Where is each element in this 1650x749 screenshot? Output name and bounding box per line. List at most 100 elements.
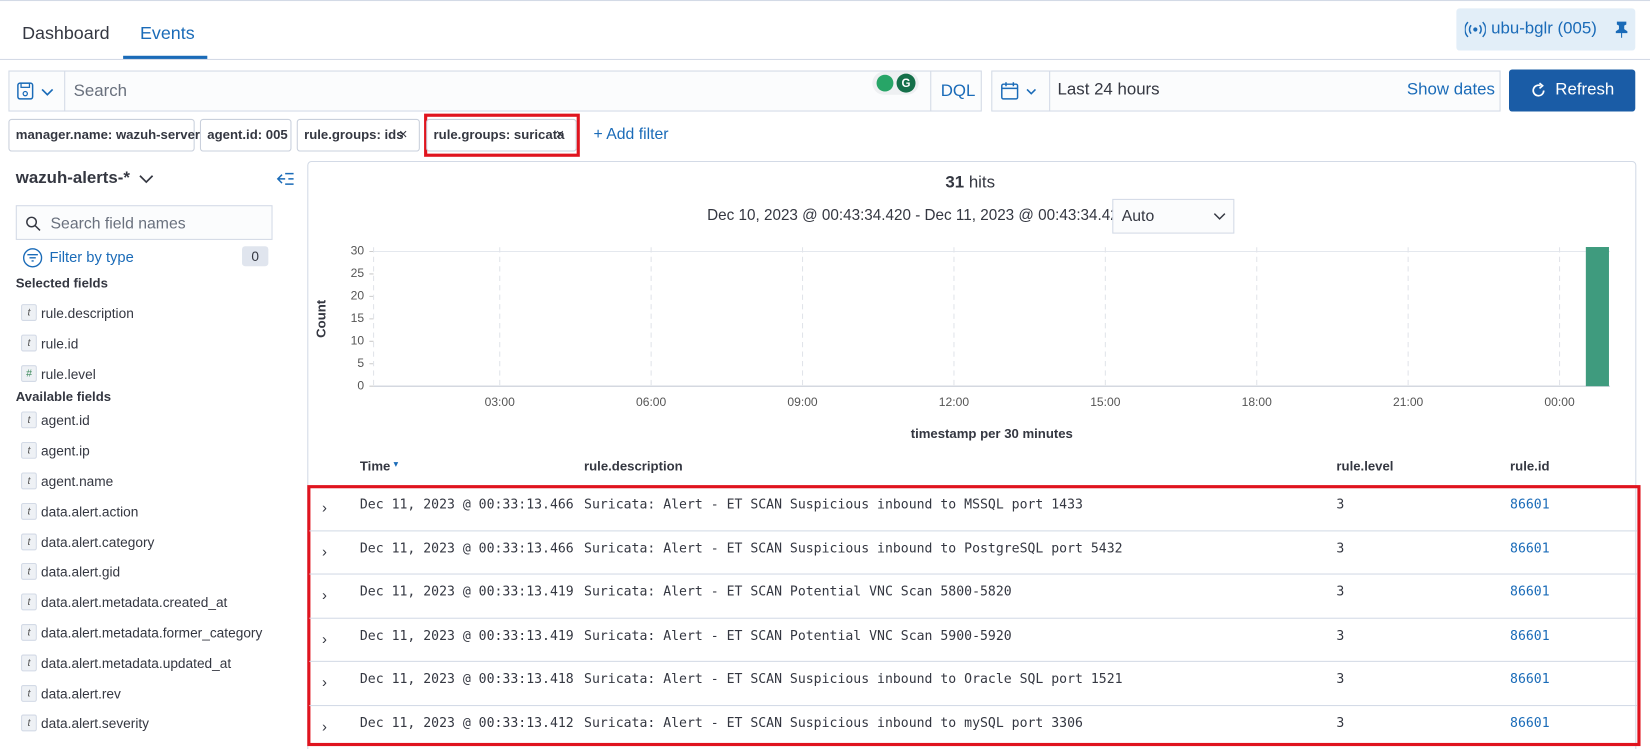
extension-icons[interactable]: G <box>871 71 919 96</box>
divider <box>0 58 1650 60</box>
x-tick-label: 00:00 <box>1544 395 1575 409</box>
index-pattern[interactable]: wazuh-alerts-* <box>15 169 130 188</box>
cell: Suricata: Alert - ET SCAN Suspicious inb… <box>584 495 1083 512</box>
x-tick-label: 06:00 <box>636 395 667 409</box>
agent-icon <box>1464 21 1486 38</box>
row-divider <box>309 661 1638 663</box>
field-name[interactable]: data.alert.metadata.created_at <box>41 594 228 611</box>
row-divider <box>309 529 1638 531</box>
search-input[interactable]: Search <box>73 82 128 100</box>
field-name[interactable]: agent.id <box>41 412 90 429</box>
cell: Dec 11, 2023 @ 00:33:13.466 <box>359 539 574 556</box>
rule-id-link[interactable]: 86601 <box>1510 539 1550 556</box>
filter-by-type[interactable]: Filter by type <box>49 248 134 266</box>
histogram: 0 5 10 15 20 25 30 03:00 06:00 09:00 12:00 15:00 18:… <box>313 244 1611 441</box>
field-name[interactable]: data.alert.action <box>41 503 139 520</box>
rule-id-link[interactable]: 86601 <box>1510 495 1550 512</box>
tab[interactable]: Dashboard <box>22 23 110 44</box>
saved-query-button[interactable] <box>17 82 57 101</box>
query-bar <box>8 70 982 112</box>
sort-arrow[interactable]: ▾ <box>393 458 399 470</box>
rule-id-link[interactable]: 86601 <box>1510 626 1550 643</box>
x-tick-label: 09:00 <box>787 395 818 409</box>
divider <box>930 70 932 112</box>
cell: Dec 11, 2023 @ 00:33:13.418 <box>359 670 574 687</box>
field-search-placeholder: Search field names <box>50 214 186 233</box>
show-dates[interactable]: Show dates <box>1406 81 1495 99</box>
query-language[interactable]: DQL <box>940 82 976 100</box>
x-axis-label: timestamp per 30 minutes <box>911 426 1073 441</box>
expand-row[interactable]: › <box>322 542 327 560</box>
x-tick-label: 03:00 <box>485 395 516 409</box>
rule-id-link[interactable]: 86601 <box>1510 583 1550 599</box>
tab-active[interactable]: Events <box>139 23 195 44</box>
cell: 3 <box>1336 539 1345 556</box>
cell: Dec 11, 2023 @ 00:33:13.412 <box>359 714 574 731</box>
filter-pill[interactable] <box>8 118 195 152</box>
cell: 3 <box>1336 583 1345 599</box>
collapse-sidebar[interactable] <box>276 170 295 187</box>
filter-label: manager.name: wazuh-server <box>15 127 201 143</box>
filter-pill[interactable] <box>426 118 577 152</box>
cell: Dec 11, 2023 @ 00:33:13.419 <box>359 583 574 599</box>
field-type-icon: t <box>21 334 37 352</box>
expand-row[interactable]: › <box>322 586 327 604</box>
agent-pill[interactable]: ubu-bglr (005) <box>1456 8 1636 51</box>
expand-row[interactable]: › <box>322 498 327 516</box>
x-tick-label: 15:00 <box>1090 395 1121 409</box>
field-name[interactable]: data.alert.category <box>41 534 155 550</box>
filter-label: agent.id: 005 <box>207 127 288 143</box>
filter-remove[interactable]: × <box>555 125 565 143</box>
highlight-box <box>424 113 580 157</box>
field-name[interactable]: rule.level <box>41 365 96 382</box>
y-axis-label: Count <box>313 299 328 338</box>
histogram-bar <box>1585 247 1609 387</box>
field-name[interactable]: data.alert.severity <box>41 715 150 732</box>
field-name[interactable]: agent.name <box>41 473 114 490</box>
quick-menu-button[interactable] <box>1001 82 1043 101</box>
rule-id-link[interactable]: 86601 <box>1510 714 1550 731</box>
y-tick-label: 0 <box>357 378 364 392</box>
interval-select[interactable]: Auto <box>1112 198 1235 234</box>
expand-row[interactable]: › <box>322 673 327 691</box>
column-header: rule.id <box>1510 458 1550 474</box>
time-range[interactable]: Last 24 hours <box>1057 81 1160 99</box>
cell: 3 <box>1336 714 1345 731</box>
refresh-button[interactable]: Refresh <box>1508 69 1636 112</box>
field-name[interactable]: agent.ip <box>41 443 90 460</box>
row-divider <box>309 573 1638 575</box>
filter-pill[interactable] <box>199 118 292 152</box>
field-name[interactable]: data.alert.rev <box>41 685 121 702</box>
cell: Suricata: Alert - ET SCAN Potential VNC … <box>584 626 1012 643</box>
expand-row[interactable]: › <box>322 717 327 735</box>
field-search[interactable]: Search field names <box>15 205 273 240</box>
cell: 3 <box>1336 670 1345 687</box>
filter-label: rule.groups: suricata <box>433 127 565 143</box>
filter-pill[interactable] <box>296 118 420 152</box>
field-name[interactable]: rule.description <box>41 305 134 321</box>
divider <box>64 70 66 112</box>
field-name[interactable]: data.alert.metadata.former_category <box>41 625 263 641</box>
refresh-icon <box>1532 82 1545 97</box>
column-header[interactable]: Time <box>359 458 391 474</box>
rule-id-link[interactable]: 86601 <box>1510 670 1550 687</box>
svg-text:G: G <box>902 78 911 90</box>
hit-label: hits <box>968 173 996 192</box>
interval: Auto <box>1121 207 1155 226</box>
index-dropdown[interactable] <box>138 173 155 186</box>
field-type-icon: t <box>21 654 37 672</box>
y-tick-label: 15 <box>351 311 365 325</box>
field-name[interactable]: rule.id <box>41 335 79 352</box>
filter-remove[interactable]: × <box>398 125 408 143</box>
field-name[interactable]: data.alert.metadata.updated_at <box>41 655 232 672</box>
field-name[interactable]: data.alert.gid <box>41 564 121 581</box>
highlight-box <box>307 485 1641 747</box>
field-type-icon: t <box>21 442 37 460</box>
dropdown-arrow <box>1213 213 1226 220</box>
filter-icon <box>22 248 43 268</box>
add-filter[interactable]: + Add filter <box>593 125 669 144</box>
date-range: Dec 10, 2023 @ 00:43:34.420 - Dec 11, 20… <box>707 207 1128 225</box>
results-panel <box>307 161 1637 749</box>
expand-row[interactable]: › <box>322 630 327 647</box>
pin-icon[interactable] <box>1614 21 1629 38</box>
